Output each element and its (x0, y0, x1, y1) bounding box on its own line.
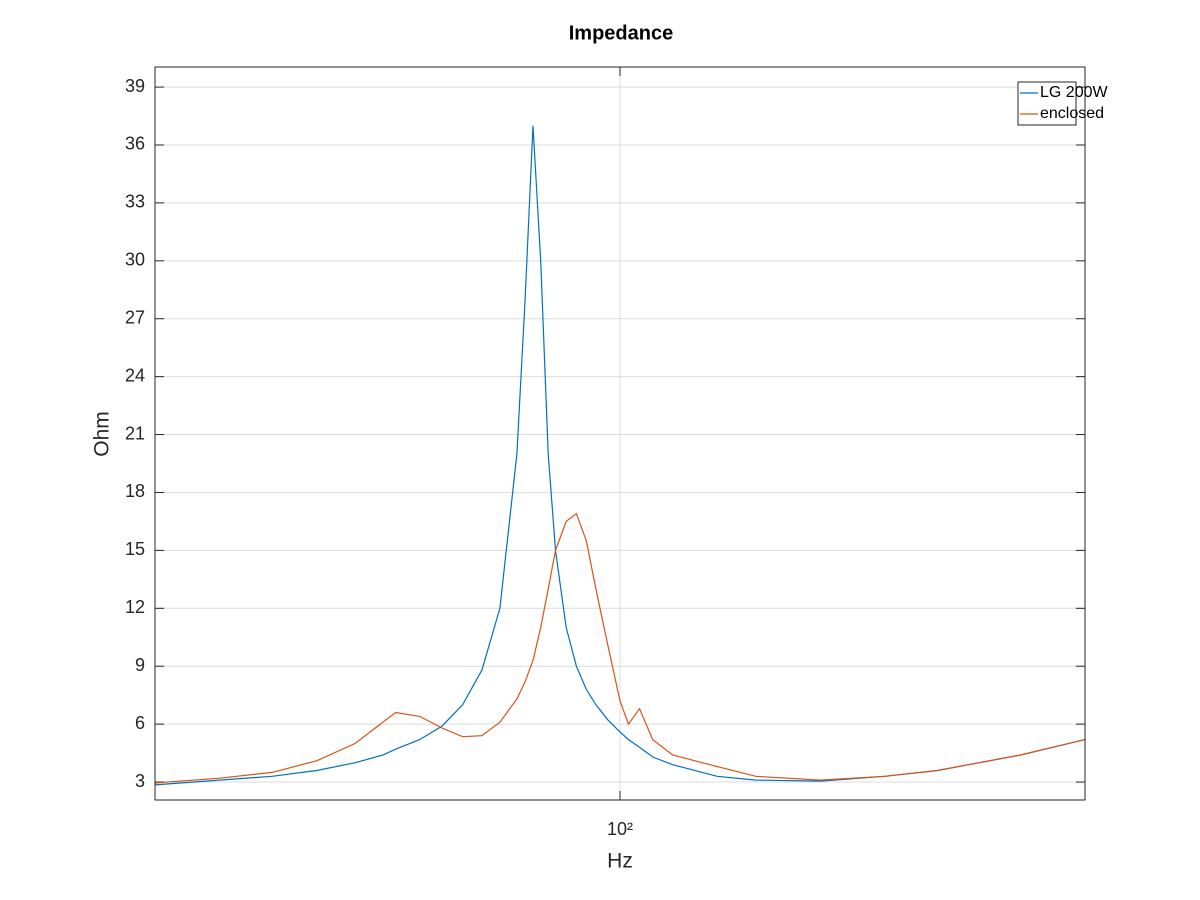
y-tick-label: 30 (125, 250, 145, 270)
chart-title: Impedance (569, 22, 673, 44)
y-tick-label: 24 (125, 365, 145, 385)
y-tick-label: 3 (135, 771, 145, 791)
y-tick-label: 12 (125, 597, 145, 617)
x-axis-label: Hz (607, 850, 633, 873)
y-tick-label: 18 (125, 481, 145, 501)
legend-label: enclosed (1040, 105, 1104, 122)
plot-frame (154, 66, 1086, 801)
y-tick-label: 6 (135, 713, 145, 733)
x-tick-label: 10² (607, 819, 633, 839)
y-tick-label: 21 (125, 423, 145, 443)
legend-label: LG 200W (1040, 84, 1108, 101)
y-tick-label: 15 (125, 539, 145, 559)
data-line (154, 512, 1086, 784)
y-tick-label: 33 (125, 192, 145, 212)
y-tick-label: 9 (135, 655, 145, 675)
y-tick-label: 39 (125, 76, 145, 96)
legend-box (1017, 81, 1077, 126)
y-tick-label: 36 (125, 134, 145, 154)
y-axis-label: Ohm (91, 411, 114, 457)
y-tick-label: 27 (125, 307, 145, 327)
